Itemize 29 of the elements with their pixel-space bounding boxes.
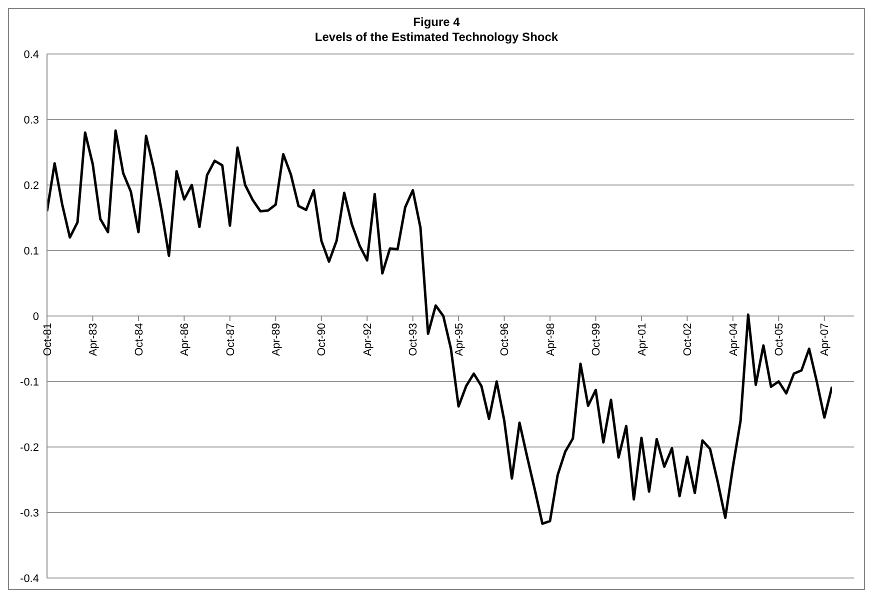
x-tick-label: Apr-04: [728, 323, 740, 356]
y-tick-label: -0.2: [20, 442, 39, 454]
y-tick-label: -0.1: [20, 376, 39, 388]
x-tick-label: Apr-89: [270, 323, 282, 356]
x-tick-label: Apr-92: [362, 323, 374, 356]
y-tick-label: 0.1: [24, 245, 39, 258]
x-tick-label: Oct-84: [133, 323, 146, 356]
x-tick-label: Apr-95: [453, 323, 466, 356]
x-tick-label: Oct-81: [42, 323, 54, 356]
x-tick-label: Oct-87: [224, 323, 237, 356]
y-tick-label: 0.3: [24, 114, 39, 126]
y-tick-label: 0.4: [24, 48, 39, 61]
x-tick-label: Oct-93: [408, 323, 420, 356]
x-tick-label: Apr-83: [88, 323, 100, 356]
chart-subtitle: Levels of the Estimated Technology Shock: [314, 30, 560, 45]
x-tick-label: Apr-86: [179, 323, 192, 356]
x-tick-label: Apr-07: [819, 323, 832, 356]
x-tick-label: Oct-90: [316, 323, 328, 356]
x-tick-label: Oct-02: [682, 323, 694, 356]
y-tick-label: 0: [32, 310, 39, 323]
x-tick-label: Oct-99: [590, 323, 603, 356]
chart-title: Figure 4: [412, 15, 461, 30]
x-tick-label: Oct-96: [499, 323, 512, 356]
y-tick-label: -0.4: [20, 572, 39, 585]
x-tick-label: Apr-98: [544, 323, 557, 356]
y-tick-label: -0.3: [20, 507, 39, 520]
x-tick-label: Oct-05: [774, 323, 786, 356]
y-tick-label: 0.2: [24, 180, 39, 192]
x-tick-label: Apr-01: [636, 323, 648, 356]
